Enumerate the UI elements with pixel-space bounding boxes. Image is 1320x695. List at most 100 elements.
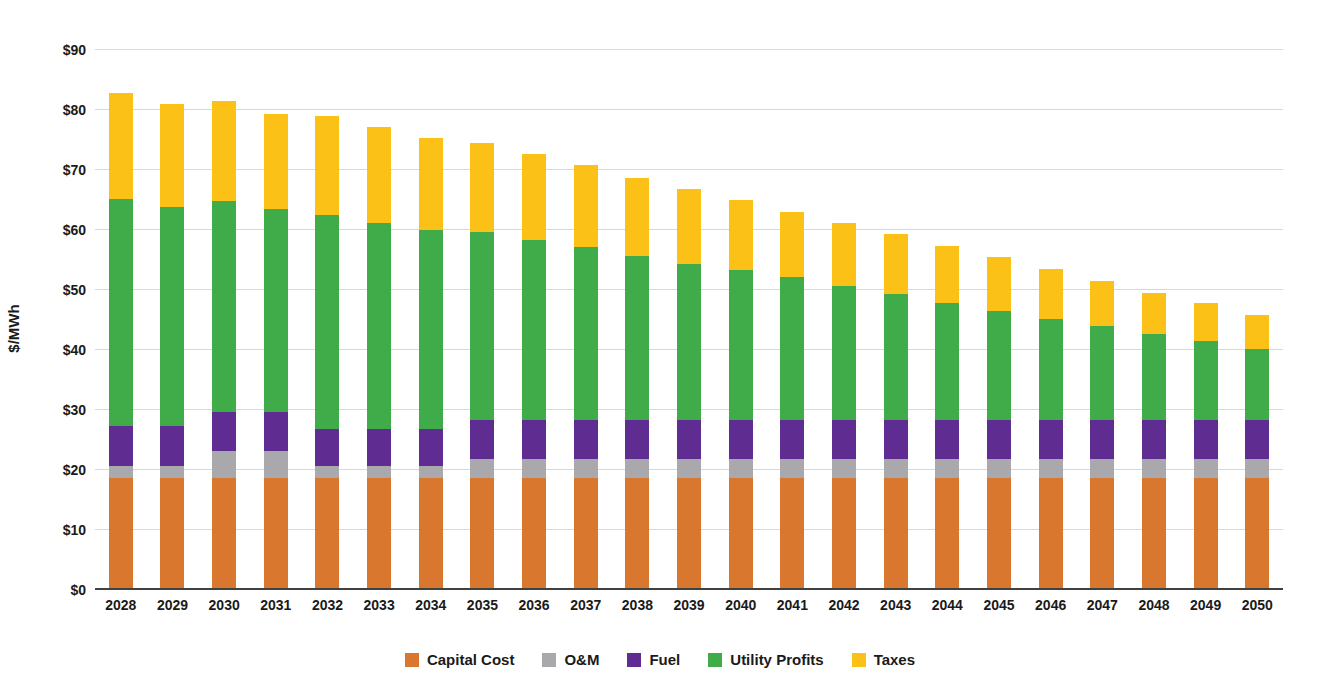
bar-segment: [884, 459, 908, 478]
bar-slot: [870, 50, 922, 590]
bar-segment: [470, 459, 494, 478]
bar-segment: [1039, 420, 1063, 459]
bar-segment: [935, 478, 959, 590]
bar-segment: [987, 478, 1011, 590]
bar-segment: [160, 466, 184, 478]
bar-segment: [1245, 478, 1269, 590]
bar-segment: [729, 270, 753, 420]
bar-segment: [109, 466, 133, 478]
y-tick-label: $90: [63, 43, 86, 57]
bar-slot: [353, 50, 405, 590]
legend-label: Utility Profits: [730, 652, 823, 667]
bar-segment: [884, 420, 908, 459]
x-tick-label: 2030: [198, 597, 250, 613]
bar-slot: [1180, 50, 1232, 590]
bar-segment: [522, 240, 546, 420]
stacked-bar-2047: [1090, 281, 1114, 590]
y-tick-label: $70: [63, 163, 86, 177]
bar-segment: [677, 478, 701, 590]
y-tick-label: $20: [63, 463, 86, 477]
bars: [95, 50, 1283, 590]
bar-segment: [1245, 459, 1269, 478]
bar-segment: [315, 429, 339, 466]
bar-segment: [574, 165, 598, 247]
bar-segment: [987, 257, 1011, 311]
stacked-bar-2033: [367, 127, 391, 590]
y-tick-label: $40: [63, 343, 86, 357]
bar-segment: [315, 478, 339, 590]
x-tick-label: 2047: [1076, 597, 1128, 613]
stacked-bar-2036: [522, 154, 546, 590]
y-tick-label: $50: [63, 283, 86, 297]
bar-slot: [405, 50, 457, 590]
x-tick-label: 2045: [973, 597, 1025, 613]
bar-segment: [1245, 420, 1269, 459]
bar-segment: [1039, 478, 1063, 590]
bar-segment: [1039, 459, 1063, 478]
bar-segment: [1245, 349, 1269, 420]
bar-slot: [1025, 50, 1077, 590]
stacked-bar-2041: [780, 212, 804, 590]
bar-segment: [625, 178, 649, 255]
x-tick-label: 2028: [95, 597, 147, 613]
stacked-bar-2042: [832, 223, 856, 590]
x-tick-label: 2046: [1025, 597, 1077, 613]
bar-segment: [729, 420, 753, 459]
bar-segment: [832, 286, 856, 420]
bar-segment: [212, 451, 236, 478]
stacked-bar-chart: $/MWh $0$10$20$30$40$50$60$70$80$90 2028…: [0, 0, 1320, 695]
bar-segment: [729, 459, 753, 478]
bar-segment: [935, 246, 959, 302]
legend-item: O&M: [542, 652, 599, 667]
bar-segment: [574, 459, 598, 478]
x-tick-label: 2038: [612, 597, 664, 613]
stacked-bar-2043: [884, 234, 908, 590]
x-tick-label: 2040: [715, 597, 767, 613]
bar-segment: [470, 420, 494, 459]
bar-segment: [574, 420, 598, 459]
bar-slot: [612, 50, 664, 590]
legend-label: Capital Cost: [427, 652, 515, 667]
bar-segment: [574, 247, 598, 420]
y-tick-labels: $0$10$20$30$40$50$60$70$80$90: [0, 50, 86, 590]
bar-slot: [250, 50, 302, 590]
bar-segment: [109, 426, 133, 466]
bar-slot: [663, 50, 715, 590]
legend-label: Fuel: [649, 652, 680, 667]
bar-segment: [1194, 459, 1218, 478]
stacked-bar-2032: [315, 116, 339, 590]
stacked-bar-2040: [729, 200, 753, 590]
bar-segment: [935, 303, 959, 421]
stacked-bar-2049: [1194, 303, 1218, 590]
bar-segment: [1142, 293, 1166, 334]
stacked-bar-2046: [1039, 269, 1063, 590]
bar-slot: [818, 50, 870, 590]
stacked-bar-2028: [109, 93, 133, 590]
bar-segment: [1090, 326, 1114, 420]
x-tick-label: 2034: [405, 597, 457, 613]
bar-segment: [832, 459, 856, 478]
legend-swatch-icon: [708, 653, 722, 667]
bar-segment: [832, 420, 856, 459]
bar-segment: [780, 459, 804, 478]
y-tick-label: $60: [63, 223, 86, 237]
bar-segment: [1039, 269, 1063, 319]
bar-segment: [470, 232, 494, 420]
legend-swatch-icon: [852, 653, 866, 667]
stacked-bar-2029: [160, 104, 184, 590]
x-tick-label: 2037: [560, 597, 612, 613]
bar-slot: [922, 50, 974, 590]
x-tick-label: 2036: [508, 597, 560, 613]
bar-slot: [560, 50, 612, 590]
legend-item: Taxes: [852, 652, 915, 667]
bar-segment: [832, 223, 856, 286]
bar-segment: [625, 420, 649, 459]
stacked-bar-2044: [935, 246, 959, 590]
bar-segment: [212, 101, 236, 201]
bar-slot: [95, 50, 147, 590]
x-axis-line: [95, 588, 1283, 590]
bar-segment: [419, 478, 443, 590]
bar-segment: [1142, 478, 1166, 590]
bar-slot: [1128, 50, 1180, 590]
bar-segment: [625, 459, 649, 478]
